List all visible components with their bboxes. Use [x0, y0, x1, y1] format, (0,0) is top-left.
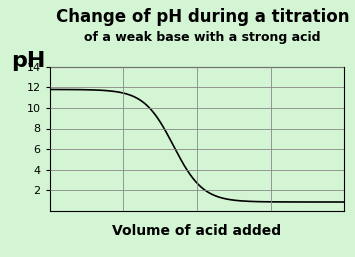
X-axis label: Volume of acid added: Volume of acid added [113, 224, 282, 238]
Text: pH: pH [11, 51, 45, 71]
Text: Change of pH during a titration: Change of pH during a titration [56, 8, 349, 26]
Text: of a weak base with a strong acid: of a weak base with a strong acid [84, 31, 321, 44]
